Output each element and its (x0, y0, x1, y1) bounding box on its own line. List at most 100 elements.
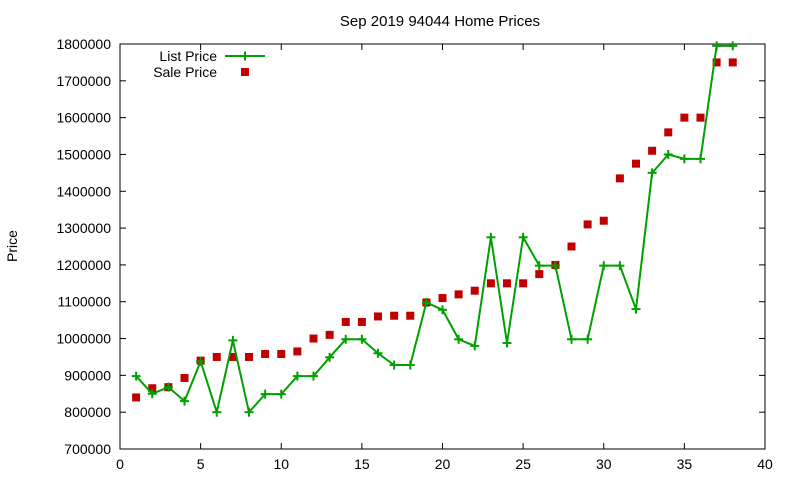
sale-price-point (728, 58, 737, 67)
series-layer (131, 41, 738, 417)
y-tick-label: 1000000 (56, 331, 111, 347)
list-price-point (599, 261, 609, 271)
y-tick-label: 800000 (64, 404, 111, 420)
sale-price-point (664, 128, 673, 137)
list-price-point (663, 149, 673, 159)
sale-price-point (535, 270, 544, 279)
sale-price-point (212, 352, 221, 361)
list-price-point (647, 168, 657, 178)
sale-price-point (454, 290, 463, 299)
sale-price-point (470, 286, 479, 295)
list-price-point (147, 389, 157, 399)
list-price-line (135, 44, 733, 417)
sale-price-point (148, 384, 157, 393)
x-tick-label: 35 (677, 456, 693, 472)
list-price-point (615, 261, 625, 271)
list-price-point (389, 360, 399, 370)
sale-price-point (261, 350, 270, 359)
y-axis: 700000 800000 900000 1000000 1100000 1200000 1… (56, 36, 765, 457)
y-tick-label: 1300000 (56, 220, 111, 236)
sale-price-point (132, 393, 141, 402)
legend-swatch-sale-price (241, 68, 249, 76)
sale-price-point (277, 350, 286, 359)
x-tick-label: 0 (116, 456, 124, 472)
sale-price-point (503, 279, 511, 288)
list-price-point (131, 371, 141, 381)
sale-price-point (680, 113, 689, 122)
list-price-point (454, 334, 464, 344)
sale-price-point (599, 216, 608, 225)
x-tick-label: 15 (354, 456, 370, 472)
list-price-point (244, 407, 254, 417)
list-price-point (502, 338, 512, 348)
sale-price-point (615, 174, 624, 183)
sale-price-point (406, 311, 415, 320)
sale-price-point (438, 294, 447, 303)
legend-label-list-price: List Price (159, 48, 217, 64)
sale-price-point (519, 279, 528, 288)
y-tick-label: 1100000 (58, 294, 112, 310)
list-price-point (341, 334, 351, 344)
list-price-point (486, 232, 496, 242)
sale-price-point (325, 330, 334, 339)
list-price-point (583, 334, 593, 344)
sale-price-point (180, 373, 189, 382)
sale-price-point (632, 159, 640, 168)
x-tick-label: 30 (596, 456, 612, 472)
x-axis: 0 5 10 15 20 25 30 35 40 (116, 44, 773, 472)
list-price-point (309, 371, 318, 381)
chart-title: Sep 2019 94044 Home Prices (340, 13, 540, 30)
list-price-point (518, 232, 528, 242)
list-price-point (712, 41, 722, 51)
list-price-point (212, 407, 222, 417)
y-tick-label: 900000 (64, 367, 111, 383)
list-price-point (292, 371, 302, 381)
x-tick-label: 25 (515, 456, 531, 472)
x-tick-label: 40 (757, 456, 773, 472)
sale-price-point (293, 347, 302, 356)
sale-price-point (712, 58, 721, 67)
list-price-point (228, 335, 238, 345)
sale-price-point (567, 242, 576, 251)
sale-price-point (696, 113, 705, 122)
y-axis-label: Price (4, 230, 20, 262)
y-tick-label: 1200000 (56, 257, 111, 273)
y-tick-label: 1800000 (56, 36, 111, 52)
plot-frame (119, 43, 766, 450)
y-tick-label: 1400000 (56, 183, 111, 199)
x-tick-label: 5 (197, 456, 205, 472)
list-price-point (196, 356, 206, 366)
sale-price-point (228, 352, 237, 361)
list-price-point (357, 334, 367, 344)
sale-price-point (390, 311, 399, 320)
list-price-point (470, 341, 480, 351)
y-tick-label: 1600000 (56, 110, 111, 126)
sale-price-point (309, 334, 318, 343)
list-price-point (373, 348, 383, 358)
sale-price-point (357, 317, 366, 326)
list-price-point (631, 304, 641, 314)
x-tick-label: 10 (273, 456, 289, 472)
sale-price-point (583, 220, 592, 229)
list-price-point (180, 396, 189, 406)
sale-price-point (648, 146, 657, 155)
plot-border (119, 43, 766, 450)
list-price-point (325, 352, 335, 362)
sale-price-point (245, 352, 253, 361)
list-price-point (534, 261, 544, 271)
list-price-point (567, 334, 576, 344)
list-price-point (728, 41, 738, 51)
x-tick-label: 20 (435, 456, 451, 472)
list-price-point (421, 297, 431, 307)
list-price-point (163, 382, 173, 392)
list-price-point (438, 305, 447, 315)
y-tick-label: 1500000 (56, 146, 111, 162)
list-price-point (550, 261, 560, 271)
sale-price-point (486, 279, 495, 288)
list-price-point (405, 360, 415, 370)
sale-price-point (374, 312, 382, 321)
legend-label-sale-price: Sale Price (153, 64, 217, 80)
list-price-point (679, 154, 689, 164)
